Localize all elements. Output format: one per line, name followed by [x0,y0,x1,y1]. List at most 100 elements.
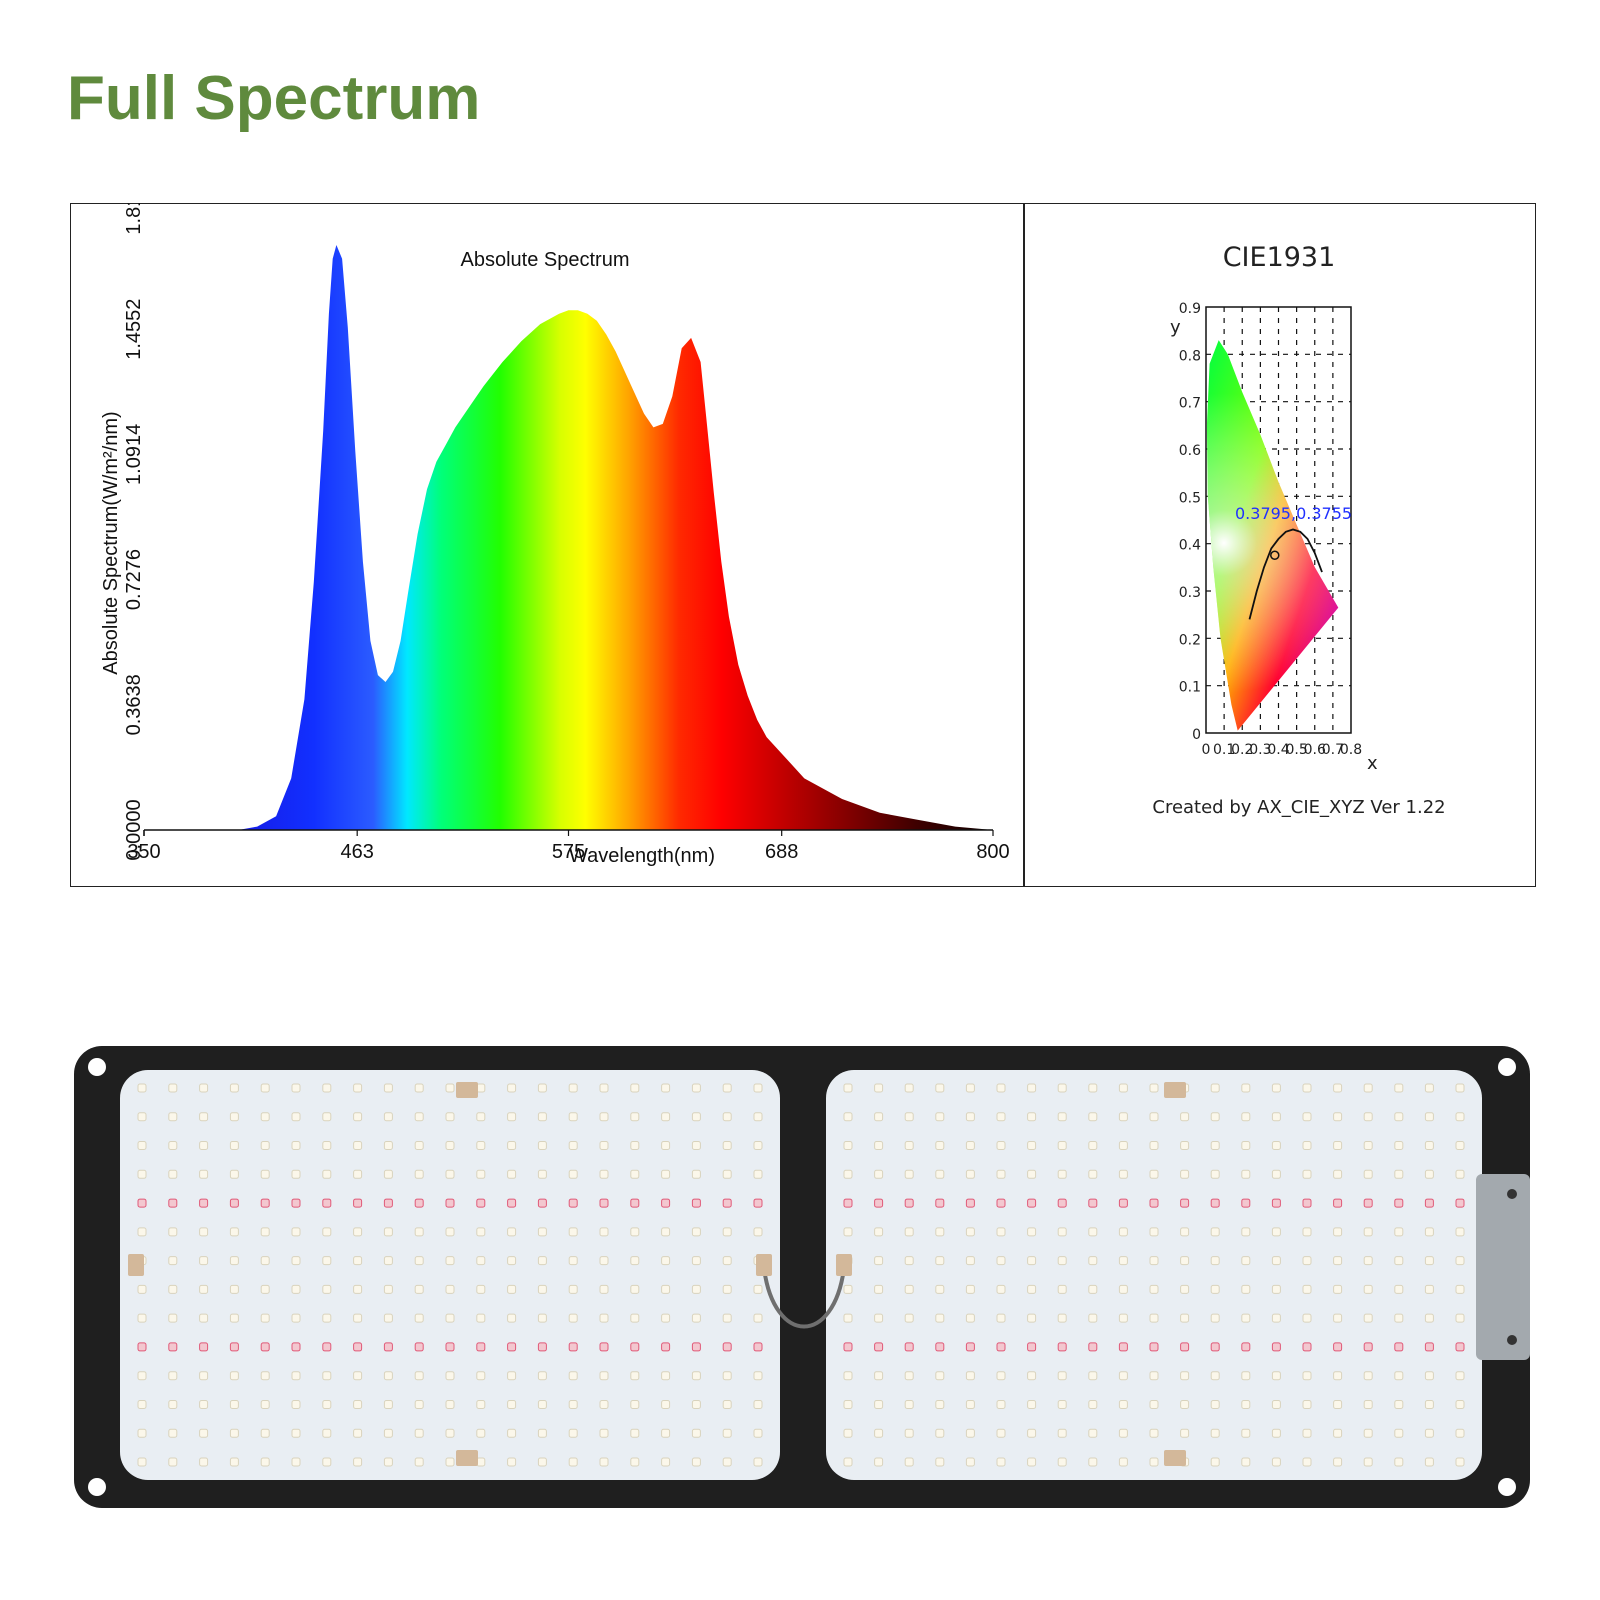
led-white [445,1313,455,1323]
spectrum-y-tick-label: 0.0000 [123,799,145,860]
led-white [1271,1457,1281,1467]
led-white [630,1371,640,1381]
cie-x-label: x [1367,753,1378,774]
led-white [996,1457,1006,1467]
led-white [137,1141,147,1151]
led-white [1455,1457,1465,1467]
led-white [691,1371,701,1381]
led-white [260,1313,270,1323]
led-white [1271,1112,1281,1122]
led-red [904,1198,914,1208]
led-white [1271,1399,1281,1409]
cie-gamut [1206,340,1339,731]
spectrum-title: Absolute Spectrum [461,249,630,271]
led-white [137,1169,147,1179]
led-white [383,1227,393,1237]
led-white [1027,1371,1037,1381]
led-white [322,1313,332,1323]
led-white [1333,1083,1343,1093]
led-white [904,1371,914,1381]
led-white [1088,1457,1098,1467]
driver-screw [1507,1189,1517,1199]
led-white [229,1112,239,1122]
led-red [1363,1342,1373,1352]
spectrum-x-ticks: 350 463 575 688 800 [127,830,1010,863]
cie-y-tick-label: 0 [1192,727,1201,743]
led-white [1394,1428,1404,1438]
led-red [353,1198,363,1208]
led-white [630,1457,640,1467]
led-white [1394,1284,1404,1294]
led-white [935,1083,945,1093]
cie-chart: 0 0.10.20.30.40.50.60.70.8 00.10.20.30.40… [1152,242,1445,818]
led-white [1241,1313,1251,1323]
led-white [965,1227,975,1237]
led-white [568,1227,578,1237]
led-white [722,1083,732,1093]
led-white [1333,1227,1343,1237]
led-white [1271,1169,1281,1179]
led-red [722,1198,732,1208]
led-white [322,1256,332,1266]
spectrum-chart: 350 463 575 688 800 0.0000 0.3638 0.7276 1.0914… [100,203,1010,867]
spectrum-x-tick-label: 800 [976,841,1009,863]
led-white [691,1112,701,1122]
led-white [661,1227,671,1237]
led-white [691,1313,701,1323]
led-white [965,1083,975,1093]
led-white [229,1083,239,1093]
led-white [229,1141,239,1151]
led-white [1363,1313,1373,1323]
cie-x-tick-label: 0.8 [1340,742,1362,758]
led-white [537,1112,547,1122]
led-white [843,1313,853,1323]
led-white [199,1457,209,1467]
mount-hole [1498,1058,1516,1076]
led-white [996,1227,1006,1237]
led-white [1118,1371,1128,1381]
cie-x-ticks: 0 0.10.20.30.40.50.60.70.8 [1202,742,1363,758]
led-white [137,1399,147,1409]
led-white [353,1256,363,1266]
led-white [965,1371,975,1381]
led-white [753,1112,763,1122]
led-white [199,1169,209,1179]
led-white [507,1112,517,1122]
led-white [507,1227,517,1237]
led-red [630,1198,640,1208]
led-white [414,1284,424,1294]
led-red [753,1198,763,1208]
led-white [874,1227,884,1237]
led-white [630,1428,640,1438]
led-white [904,1428,914,1438]
led-white [168,1227,178,1237]
led-white [1180,1284,1190,1294]
led-white [935,1256,945,1266]
led-white [1271,1371,1281,1381]
cie-planckian-locus [1248,528,1323,620]
led-white [260,1169,270,1179]
led-white [1302,1284,1312,1294]
led-white [661,1141,671,1151]
led-red [691,1342,701,1352]
led-red [630,1342,640,1352]
led-red [476,1342,486,1352]
cie-y-tick-label: 0.2 [1179,632,1201,648]
led-white [1302,1227,1312,1237]
led-white [1241,1371,1251,1381]
led-white [753,1284,763,1294]
led-white [1057,1169,1067,1179]
led-white [168,1371,178,1381]
led-white [1210,1256,1220,1266]
led-white [260,1227,270,1237]
led-white [199,1428,209,1438]
led-white [630,1284,640,1294]
led-white [843,1371,853,1381]
led-red [1149,1342,1159,1352]
spectrum-y-tick-label: 1.8190 [123,203,145,235]
led-white [935,1141,945,1151]
led-white [691,1399,701,1409]
led-white [1333,1457,1343,1467]
led-white [599,1083,609,1093]
led-red [1088,1198,1098,1208]
